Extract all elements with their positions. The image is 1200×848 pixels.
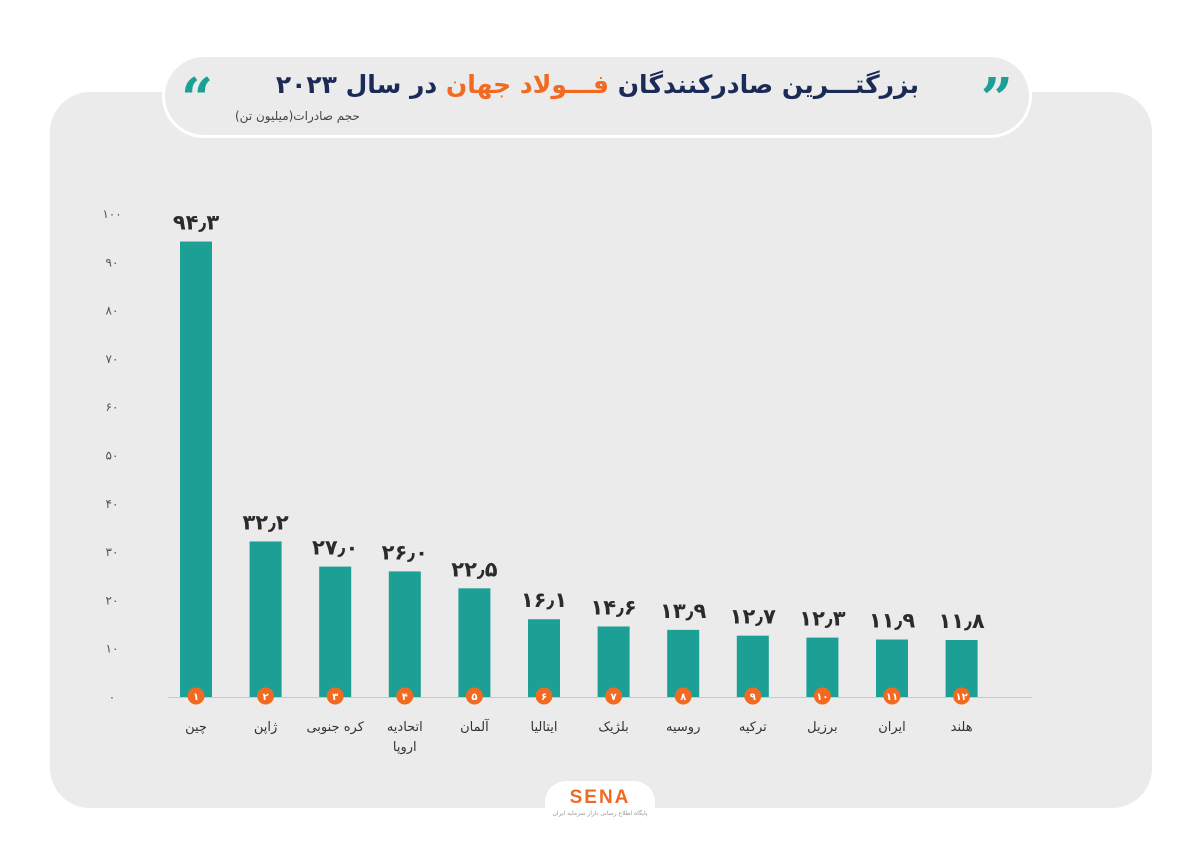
data-label: ۹۴٫۳ <box>173 211 219 235</box>
rank-number: ۳ <box>332 692 338 703</box>
logo-tagline: پایگاه اطلاع رسانی بازار سرمایه ایران <box>552 810 648 817</box>
rank-number: ۱۱ <box>886 692 898 703</box>
title-part-2: در سال ۲۰۲۳ <box>275 70 438 99</box>
y-tick-label: ۳۰ <box>106 545 119 559</box>
rank-number: ۱ <box>193 692 199 703</box>
page-title: بزرگتـــرین صادرکنندگان فـــولاد جهان در… <box>276 70 919 99</box>
bar <box>806 637 839 697</box>
data-label: ۱۱٫۸ <box>938 609 984 633</box>
rank-badge <box>605 687 623 705</box>
rank-number: ۲ <box>263 692 269 703</box>
rank-badge <box>953 687 971 705</box>
y-tick-label: ۱۰ <box>106 642 119 656</box>
data-label: ۳۲٫۲ <box>242 510 288 534</box>
rank-badge <box>257 687 275 705</box>
y-tick-label: ۹۰ <box>106 255 119 269</box>
bar <box>319 566 352 697</box>
data-label: ۱۴٫۶ <box>590 595 636 619</box>
rank-badge <box>187 687 205 705</box>
category-label: روسیه <box>666 720 700 735</box>
data-label: ۲۷٫۰ <box>312 536 358 560</box>
y-tick-label: ۸۰ <box>106 304 119 318</box>
rank-badge <box>465 687 483 705</box>
bar <box>458 588 491 697</box>
rank-number: ۸ <box>680 692 686 703</box>
data-label: ۲۶٫۰ <box>382 540 428 564</box>
y-tick-label: ۴۰ <box>106 497 119 511</box>
y-tick-label: ۵۰ <box>106 449 119 463</box>
rank-number: ۴ <box>402 692 408 703</box>
logo-wordmark: SENA <box>569 787 631 808</box>
data-label: ۱۳٫۹ <box>660 599 706 623</box>
bar <box>876 639 908 697</box>
bar <box>667 629 700 697</box>
rank-number: ۵ <box>471 692 477 703</box>
title-banner: “ بزرگتـــرین صادرکنندگان فـــولاد جهان … <box>162 54 1032 138</box>
category-label: ژاپن <box>254 720 277 735</box>
bar <box>597 626 630 697</box>
sena-logo: SENA پایگاه اطلاع رسانی بازار سرمایه ایر… <box>545 781 655 823</box>
data-label: ۱۶٫۱ <box>521 588 567 612</box>
quote-close-icon: ” <box>980 66 1013 132</box>
y-axis-unit-label: حجم صادرات(میلیون تن) <box>235 109 360 123</box>
y-tick-label: ۲۰ <box>106 593 119 607</box>
bar <box>249 541 282 697</box>
bar <box>528 619 560 697</box>
rank-number: ۷ <box>611 692 617 703</box>
category-label: اروپا <box>393 740 417 755</box>
rank-number: ۶ <box>541 692 547 703</box>
rank-number: ۹ <box>750 692 756 703</box>
category-label: بلژیک <box>598 720 628 735</box>
category-label: آلمان <box>460 718 490 735</box>
bar <box>388 571 421 697</box>
category-label: چین <box>185 720 207 735</box>
bar <box>180 241 212 697</box>
rank-badge <box>744 687 762 705</box>
rank-badge <box>535 687 553 705</box>
title-part-1: بزرگتـــرین صادرکنندگان <box>617 70 919 99</box>
y-tick-label: ۱۰۰ <box>102 207 121 221</box>
title-highlight: فـــولاد جهان <box>445 70 609 99</box>
data-label: ۱۲٫۳ <box>799 607 845 631</box>
data-label: ۱۲٫۷ <box>730 605 776 629</box>
data-label: ۲۲٫۵ <box>451 557 497 581</box>
rank-number: ۱۰ <box>816 692 828 703</box>
rank-badge <box>883 687 901 705</box>
category-label: برزیل <box>807 720 838 735</box>
category-label: ترکیه <box>739 720 767 735</box>
category-label: اتحادیه <box>387 720 423 735</box>
bar <box>736 635 769 697</box>
quote-open-icon: “ <box>181 66 214 132</box>
rank-badge <box>396 687 414 705</box>
y-tick-label: ۷۰ <box>106 352 119 366</box>
rank-badge <box>326 687 344 705</box>
category-label: ایران <box>878 720 906 735</box>
rank-badge <box>813 687 831 705</box>
y-tick-label: ۰ <box>109 690 115 704</box>
rank-badge <box>674 687 692 705</box>
category-label: ایتالیا <box>531 720 558 735</box>
category-label: هلند <box>951 720 973 735</box>
rank-number: ۱۲ <box>955 692 967 703</box>
category-label: کره جنوبی <box>306 720 364 735</box>
y-tick-label: ۶۰ <box>106 400 119 414</box>
data-label: ۱۱٫۹ <box>869 609 915 633</box>
